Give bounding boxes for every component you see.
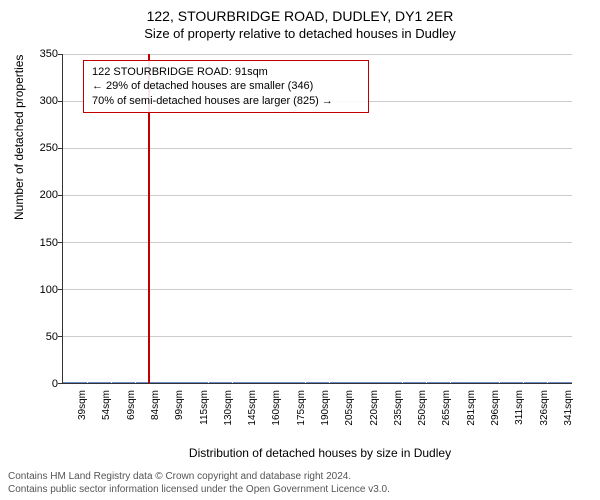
y-tick-label: 50 xyxy=(46,331,58,343)
annotation-line: 122 STOURBRIDGE ROAD: 91sqm xyxy=(92,65,360,79)
bar-fill xyxy=(184,382,208,383)
footer-attribution: Contains HM Land Registry data © Crown c… xyxy=(8,470,390,496)
chart-title-main: 122, STOURBRIDGE ROAD, DUDLEY, DY1 2ER xyxy=(0,0,600,24)
plot-area: 122 STOURBRIDGE ROAD: 91sqm← 29% of deta… xyxy=(62,54,572,384)
x-tick-label: 54sqm xyxy=(101,390,112,420)
bar-fill xyxy=(63,382,87,383)
bar-fill xyxy=(378,382,402,383)
bar-fill xyxy=(257,382,281,383)
y-tick-label: 0 xyxy=(52,378,58,390)
y-tick-label: 350 xyxy=(40,48,58,60)
bar-fill xyxy=(475,382,499,383)
x-tick-label: 69sqm xyxy=(126,390,137,420)
bar-fill xyxy=(354,382,378,383)
bar-fill xyxy=(500,382,524,383)
footer-line-2: Contains public sector information licen… xyxy=(8,483,390,496)
x-tick-label: 145sqm xyxy=(247,390,258,426)
x-tick-label: 39sqm xyxy=(77,390,88,420)
y-axis-label: Number of detached properties xyxy=(12,55,26,220)
x-tick-label: 115sqm xyxy=(199,390,210,425)
bar-fill xyxy=(524,382,548,383)
x-tick-label: 175sqm xyxy=(296,390,307,426)
bar-fill xyxy=(548,382,572,383)
footer-line-1: Contains HM Land Registry data © Crown c… xyxy=(8,470,390,483)
x-tick-label: 190sqm xyxy=(320,390,331,426)
x-tick-label: 281sqm xyxy=(466,390,477,426)
x-tick-label: 84sqm xyxy=(150,390,161,420)
x-tick-label: 311sqm xyxy=(514,390,525,425)
bar-fill xyxy=(451,382,475,383)
annotation-line: ← 29% of detached houses are smaller (34… xyxy=(92,79,360,93)
y-tick-label: 150 xyxy=(40,237,58,249)
bar-fill xyxy=(160,382,184,383)
bar-fill xyxy=(330,382,354,383)
annotation-line: 70% of semi-detached houses are larger (… xyxy=(92,94,360,108)
x-tick-label: 296sqm xyxy=(490,390,501,426)
x-tick-label: 341sqm xyxy=(563,390,574,426)
chart-container: 122 STOURBRIDGE ROAD: 91sqm← 29% of deta… xyxy=(62,54,572,384)
x-tick-label: 160sqm xyxy=(271,390,282,426)
bar-fill xyxy=(233,382,257,383)
bar-fill xyxy=(427,382,451,383)
chart-title-sub: Size of property relative to detached ho… xyxy=(0,24,600,45)
y-tick-mark xyxy=(58,383,63,384)
bar-fill xyxy=(209,382,233,383)
bar-fill xyxy=(112,382,136,383)
x-tick-label: 205sqm xyxy=(344,390,355,426)
annotation-box: 122 STOURBRIDGE ROAD: 91sqm← 29% of deta… xyxy=(83,60,369,113)
bar-fill xyxy=(403,382,427,383)
x-tick-label: 99sqm xyxy=(174,390,185,420)
x-tick-label: 250sqm xyxy=(417,390,428,426)
x-tick-label: 130sqm xyxy=(223,390,234,426)
y-tick-label: 300 xyxy=(40,95,58,107)
x-axis-label: Distribution of detached houses by size … xyxy=(20,446,600,460)
y-tick-label: 200 xyxy=(40,189,58,201)
x-tick-label: 235sqm xyxy=(393,390,404,426)
bar-fill xyxy=(281,382,305,383)
y-tick-label: 250 xyxy=(40,142,58,154)
bar-fill xyxy=(306,382,330,383)
bar-fill xyxy=(88,382,112,383)
x-tick-label: 220sqm xyxy=(369,390,380,426)
y-tick-label: 100 xyxy=(40,284,58,296)
x-tick-label: 265sqm xyxy=(441,390,452,426)
x-tick-label: 326sqm xyxy=(539,390,550,426)
